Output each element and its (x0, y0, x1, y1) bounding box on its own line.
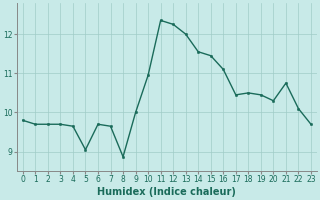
X-axis label: Humidex (Indice chaleur): Humidex (Indice chaleur) (98, 187, 236, 197)
